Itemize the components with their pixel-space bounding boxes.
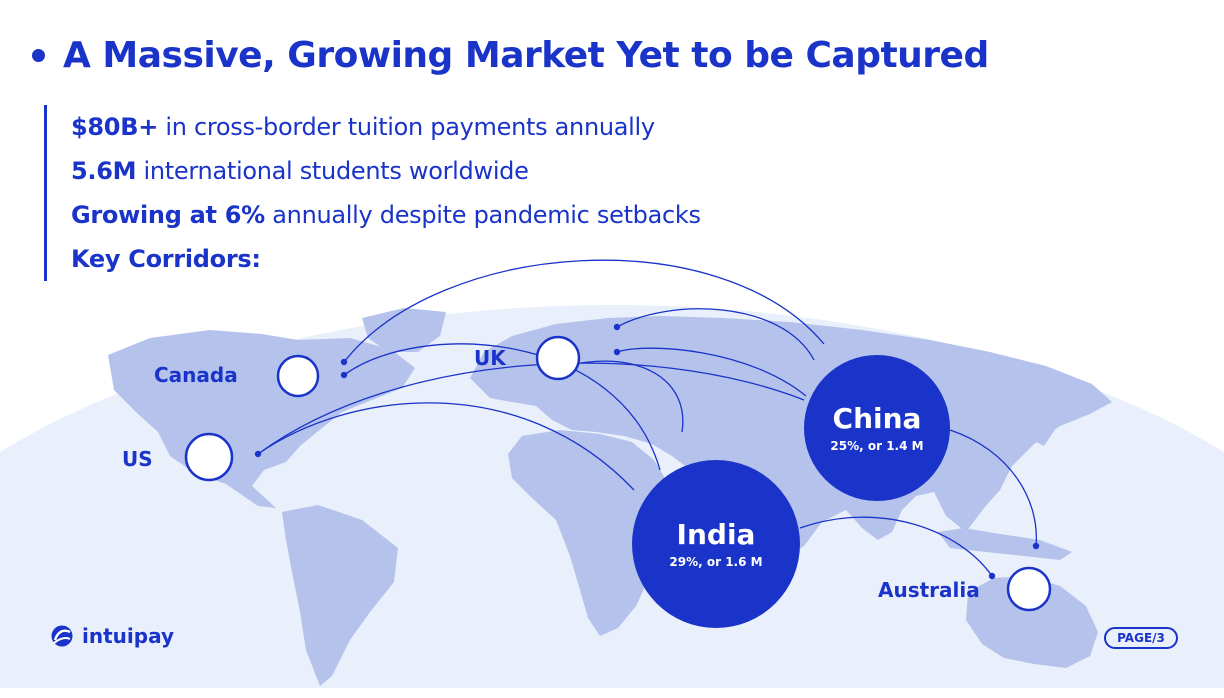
- corridor-lines: [257, 259, 1037, 577]
- land-africa: [508, 430, 672, 636]
- label-us: US: [122, 447, 153, 471]
- endpoint-uk-2: [613, 348, 621, 356]
- endpoint-australia-2: [988, 572, 996, 580]
- title-bullet: [32, 48, 45, 62]
- label-canada: Canada: [154, 363, 238, 387]
- intuipay-logo-icon: [51, 625, 73, 647]
- corridor-china-australia: [949, 429, 1037, 547]
- endpoint-canada-2: [340, 371, 348, 379]
- corridor-india-uk: [569, 360, 684, 433]
- corridor-china-canada: [343, 259, 825, 363]
- fact-item: Growing at 6% annually despite pandemic …: [71, 193, 701, 237]
- corridor-endpoints: [254, 323, 1040, 580]
- fact-item: $80B+ in cross-border tuition payments a…: [71, 105, 701, 149]
- endpoint-us: [254, 450, 262, 458]
- hub-india: India 29%, or 1.6 M: [632, 460, 800, 628]
- endpoint-canada-1: [340, 358, 348, 366]
- corridor-china-us: [257, 362, 805, 455]
- corridor-china-uk: [616, 308, 815, 361]
- land-south-america: [282, 505, 398, 686]
- fact-highlight: 5.6M: [71, 157, 137, 185]
- corridor-india-canada: [343, 343, 661, 471]
- label-uk: UK: [474, 346, 506, 370]
- land-north-america: [108, 330, 415, 508]
- title-row: A Massive, Growing Market Yet to be Capt…: [32, 30, 989, 80]
- marker-uk: [535, 335, 581, 381]
- map-landmasses: [108, 308, 1112, 686]
- corridor-india-us: [257, 402, 635, 491]
- fact-highlight: $80B+: [71, 113, 159, 141]
- fact-item: 5.6M international students worldwide: [71, 149, 701, 193]
- key-facts-list: $80B+ in cross-border tuition payments a…: [44, 105, 701, 281]
- fact-highlight: Key Corridors:: [71, 245, 261, 273]
- hub-china-name: China: [832, 402, 922, 435]
- marker-australia: [1006, 566, 1052, 612]
- endpoint-uk-1: [613, 323, 621, 331]
- hub-india-name: India: [676, 518, 756, 551]
- land-southeast-islands: [938, 528, 1072, 560]
- brand-logo: intuipay: [50, 624, 174, 648]
- hub-china-stat: 25%, or 1.4 M: [830, 439, 924, 453]
- destination-markers: [184, 335, 1052, 612]
- hub-china: China 25%, or 1.4 M: [804, 355, 950, 501]
- brand-name: intuipay: [82, 624, 174, 648]
- page-title: A Massive, Growing Market Yet to be Capt…: [63, 34, 989, 76]
- marker-us: [184, 432, 234, 482]
- marker-canada: [276, 354, 320, 398]
- label-australia: Australia: [878, 578, 980, 602]
- corridor-india-australia: [799, 516, 993, 577]
- fact-text: in cross-border tuition payments annuall…: [158, 113, 655, 141]
- fact-item: Key Corridors:: [71, 237, 701, 281]
- fact-highlight: Growing at 6%: [71, 201, 265, 229]
- land-australia: [966, 576, 1098, 668]
- endpoint-australia-1: [1032, 542, 1040, 550]
- page-number-badge: PAGE/3: [1104, 627, 1178, 649]
- hub-india-stat: 29%, or 1.6 M: [669, 555, 763, 569]
- land-japan: [1032, 410, 1056, 446]
- fact-text: international students worldwide: [136, 157, 529, 185]
- land-greenland: [362, 308, 446, 352]
- land-europe-asia: [470, 316, 1112, 556]
- fact-text: annually despite pandemic setbacks: [264, 201, 701, 229]
- corridor-china-uk-2: [616, 347, 807, 397]
